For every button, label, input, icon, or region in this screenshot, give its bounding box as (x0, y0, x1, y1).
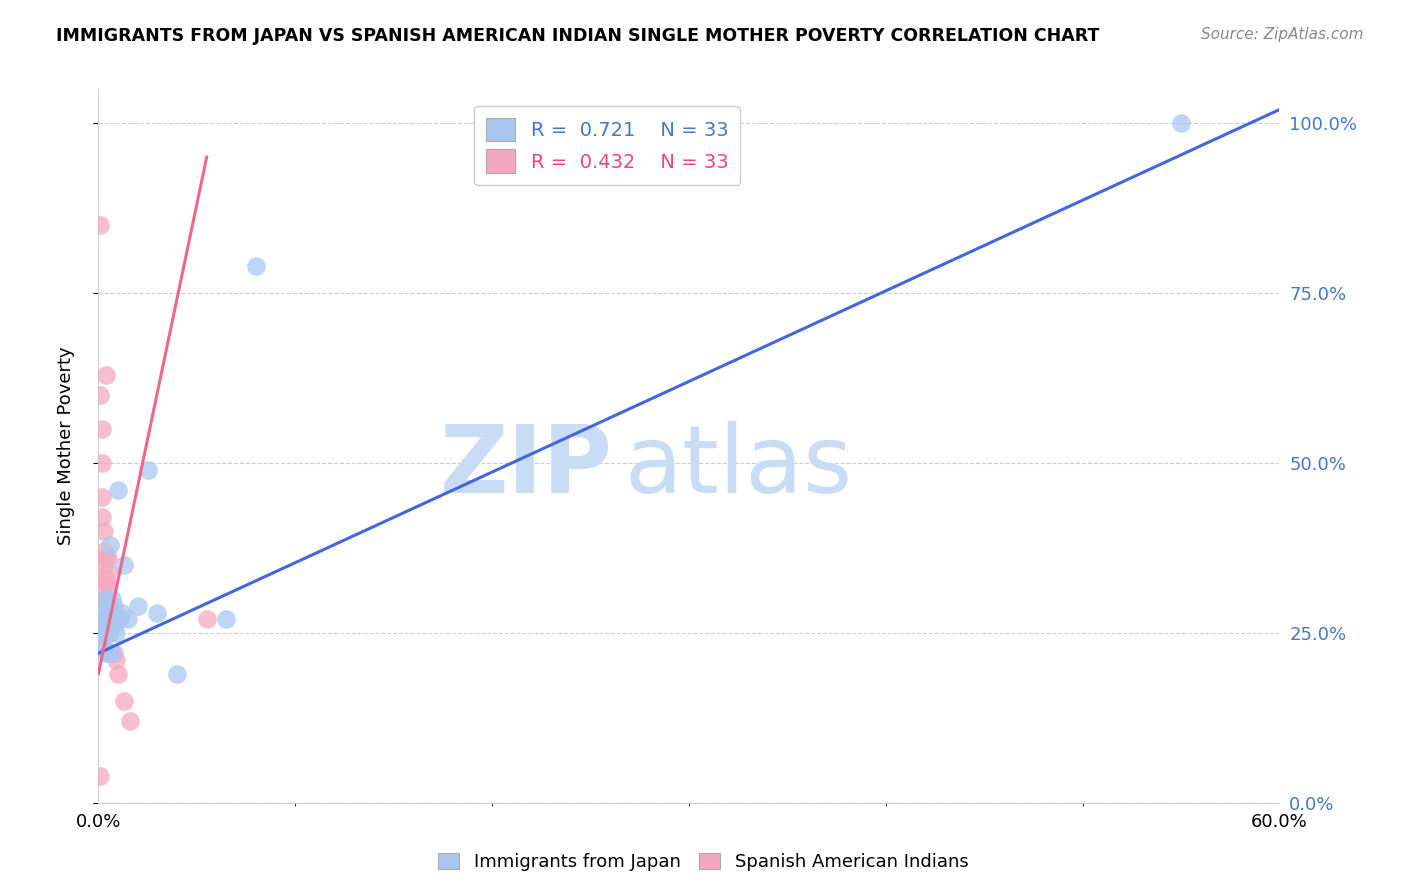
Point (97, 565, 120, 579)
Text: atlas: atlas (624, 421, 852, 514)
Point (98, 612, 121, 626)
Point (97, 626, 120, 640)
Point (93, 591, 115, 606)
Point (127, 599, 149, 613)
Y-axis label: Single Mother Poverty: Single Mother Poverty (56, 347, 75, 545)
Legend: R =  0.721    N = 33, R =  0.432    N = 33: R = 0.721 N = 33, R = 0.432 N = 33 (474, 106, 740, 185)
Point (166, 666, 188, 681)
Point (96, 591, 118, 606)
Point (96, 646, 118, 660)
Point (97, 551, 120, 566)
Legend: Immigrants from Japan, Spanish American Indians: Immigrants from Japan, Spanish American … (430, 846, 976, 879)
Point (97, 619, 120, 633)
Point (105, 653, 128, 667)
Point (107, 483, 129, 498)
Point (146, 606, 169, 620)
Point (107, 666, 129, 681)
Point (97, 599, 120, 613)
Point (96, 368, 118, 382)
Point (97, 599, 120, 613)
Point (98, 599, 121, 613)
Text: Source: ZipAtlas.com: Source: ZipAtlas.com (1201, 27, 1364, 42)
Point (98, 626, 121, 640)
Point (118, 714, 141, 729)
Point (97, 646, 120, 660)
Point (96, 612, 118, 626)
Point (101, 591, 124, 606)
Point (101, 646, 124, 660)
Point (91, 626, 114, 640)
Point (107, 612, 129, 626)
Point (98, 606, 121, 620)
Point (93, 524, 115, 538)
Point (97, 612, 120, 626)
Point (101, 619, 124, 633)
Point (105, 626, 128, 640)
Point (93, 640, 115, 654)
Point (96, 551, 118, 566)
Point (93, 578, 115, 592)
Point (91, 456, 114, 470)
Point (112, 558, 135, 572)
Point (89, 619, 111, 633)
Point (112, 694, 135, 708)
Point (93, 612, 115, 626)
Point (1170, 116, 1192, 130)
Point (91, 422, 114, 436)
Text: ZIP: ZIP (439, 421, 612, 514)
Point (97, 578, 120, 592)
Point (89, 218, 111, 232)
Text: IMMIGRANTS FROM JAPAN VS SPANISH AMERICAN INDIAN SINGLE MOTHER POVERTY CORRELATI: IMMIGRANTS FROM JAPAN VS SPANISH AMERICA… (56, 27, 1099, 45)
Point (89, 769, 111, 783)
Point (111, 606, 134, 620)
Point (91, 490, 114, 504)
Point (96, 612, 118, 626)
Point (89, 388, 111, 402)
Point (103, 646, 125, 660)
Point (96, 606, 118, 620)
Point (96, 572, 118, 586)
Point (93, 591, 115, 606)
Point (245, 259, 267, 273)
Point (93, 558, 115, 572)
Point (195, 612, 218, 626)
Point (93, 544, 115, 558)
Point (103, 619, 125, 633)
Point (101, 646, 124, 660)
Point (91, 632, 114, 647)
Point (91, 510, 114, 524)
Point (103, 599, 125, 613)
Point (215, 612, 238, 626)
Point (98, 537, 121, 551)
Point (108, 612, 131, 626)
Point (136, 463, 159, 477)
Point (117, 612, 139, 626)
